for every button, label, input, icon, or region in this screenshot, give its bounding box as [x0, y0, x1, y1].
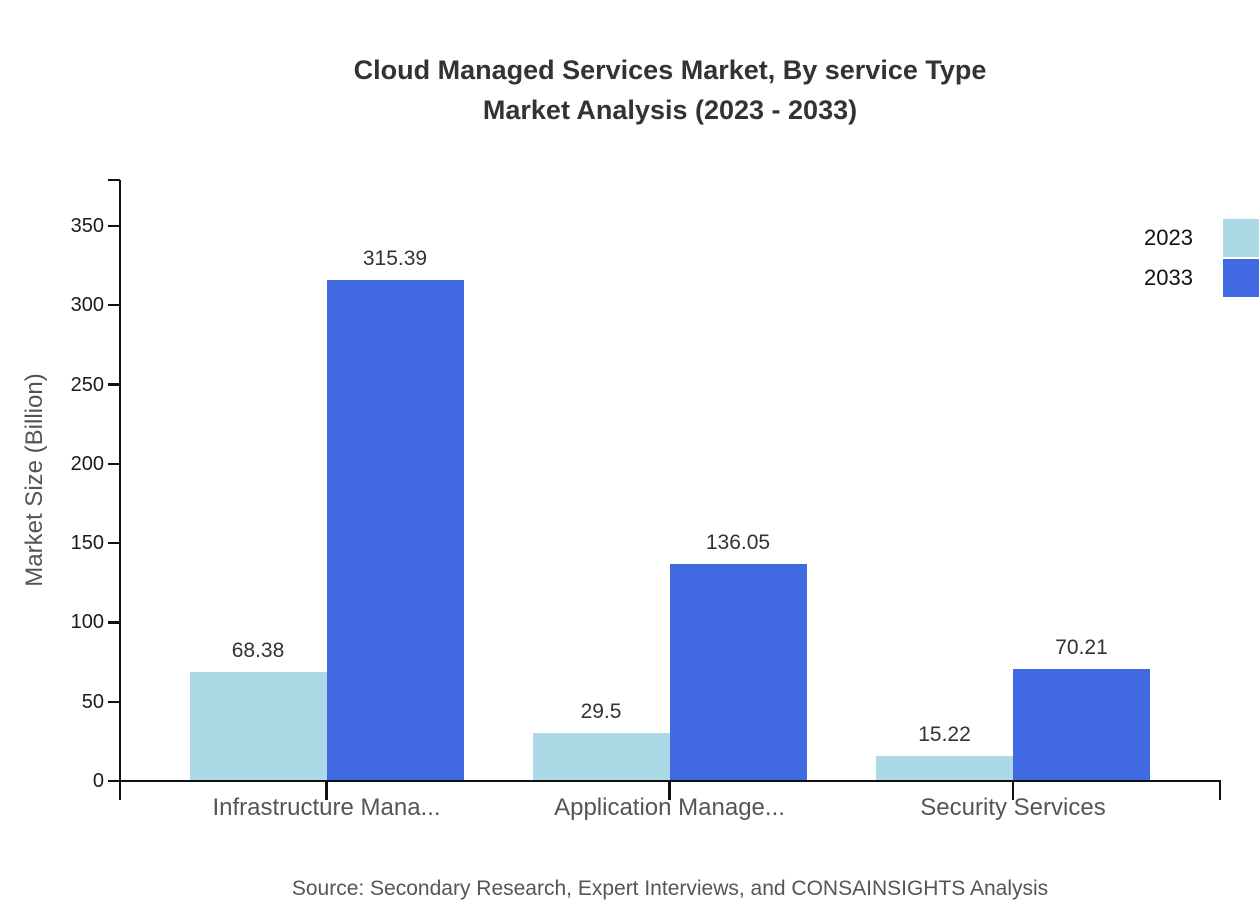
x-tick [1011, 781, 1015, 800]
bar-value-2033-2: 70.21 [1055, 635, 1108, 659]
y-tick-label: 250 [70, 373, 104, 396]
y-axis-endcap [108, 178, 120, 182]
legend-item-2023: 2023 [0, 219, 1259, 257]
y-tick [108, 383, 120, 386]
legend-swatch-2023 [1223, 219, 1259, 257]
y-axis-line [118, 180, 122, 800]
chart-title-line-1: Cloud Managed Services Market, By servic… [353, 55, 987, 85]
y-tick [108, 700, 120, 703]
legend-item-2033: 2033 [0, 259, 1259, 297]
y-tick-label: 200 [70, 452, 104, 475]
y-tick-label: 100 [70, 611, 104, 634]
y-tick [108, 541, 120, 545]
source-attribution: Source: Secondary Research, Expert Inter… [291, 877, 1049, 900]
legend-label-2033: 2033 [1144, 265, 1193, 290]
y-tick [108, 621, 120, 624]
bar-value-2023-1: 29.5 [580, 700, 622, 724]
bar-value-2023-2: 15.22 [918, 722, 971, 746]
bar-value-2033-1: 136.05 [705, 531, 771, 555]
bar-2033-0 [326, 279, 464, 780]
category-label-1: Application Manage... [554, 794, 785, 821]
y-tick-label: 150 [70, 532, 104, 555]
bar-value-2033-0: 315.39 [362, 246, 428, 270]
bar-2023-0 [189, 671, 327, 780]
x-tick [325, 781, 328, 800]
category-label-0: Infrastructure Mana... [212, 794, 441, 821]
bar-2023-1 [532, 733, 670, 780]
bar-2033-1 [669, 564, 807, 780]
bar-2033-2 [1013, 668, 1150, 780]
x-axis-endcap [1218, 781, 1222, 800]
legend-label-2023: 2023 [1144, 225, 1193, 250]
y-tick-label: 350 [70, 215, 104, 237]
y-tick-label: 300 [70, 294, 104, 317]
x-axis-line [108, 779, 1221, 783]
y-tick [108, 462, 120, 466]
x-tick [668, 781, 671, 800]
y-tick [108, 304, 120, 307]
category-label-2: Security Services [920, 794, 1106, 821]
chart-title-line-2: Market Analysis (2023 - 2033) [482, 95, 858, 125]
legend-swatch-2033 [1223, 259, 1259, 297]
y-tick-label: 50 [81, 690, 104, 713]
bar-2023-2 [876, 755, 1013, 780]
y-tick [108, 224, 120, 228]
y-tick [108, 779, 120, 783]
bar-value-2023-0: 68.38 [231, 638, 285, 662]
chart-title: Cloud Managed Services Market, By servic… [120, 50, 1220, 130]
y-tick-label: 0 [92, 770, 104, 792]
